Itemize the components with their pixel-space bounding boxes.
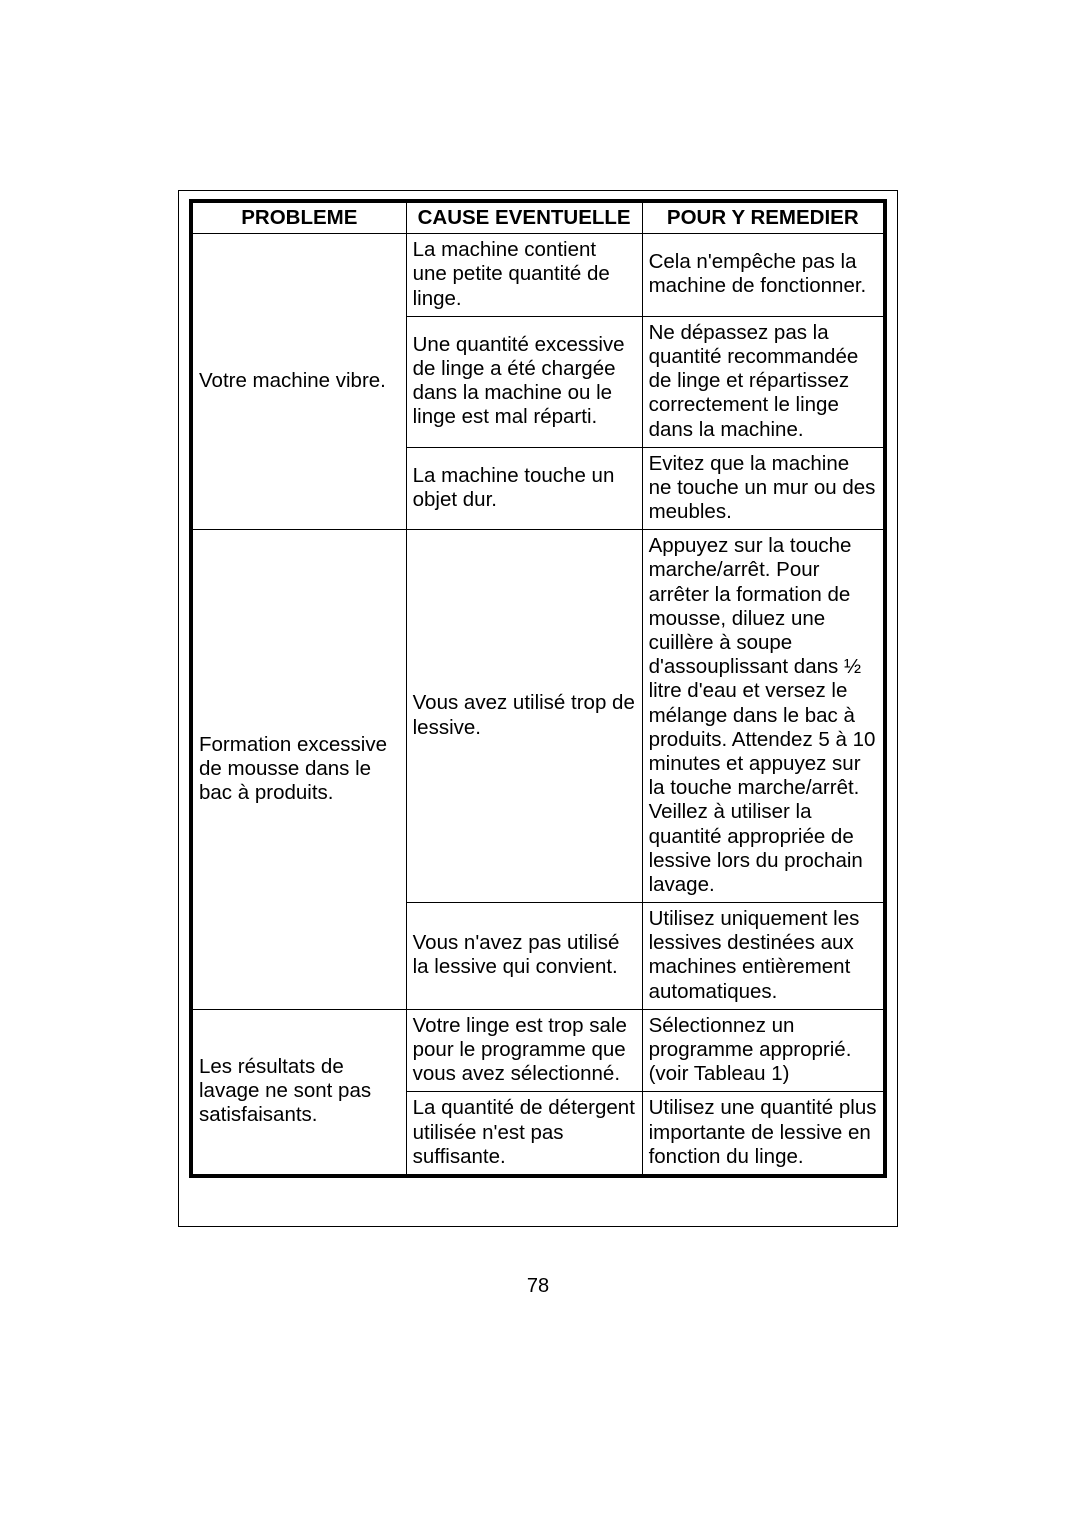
cell-remedy: Utilisez uniquement les lessives destiné… bbox=[642, 903, 885, 1010]
cell-cause: Vous n'avez pas utilisé la lessive qui c… bbox=[406, 903, 642, 1010]
cell-problem: Les résultats de lavage ne sont pas sati… bbox=[191, 1009, 406, 1176]
page-frame: PROBLEME CAUSE EVENTUELLE POUR Y REMEDIE… bbox=[178, 190, 898, 1227]
cell-remedy: Appuyez sur la touche marche/arrêt. Pour… bbox=[642, 530, 885, 903]
page-number-value: 78 bbox=[527, 1275, 549, 1297]
cell-cause: La machine touche un objet dur. bbox=[406, 447, 642, 530]
table-row: Les résultats de lavage ne sont pas sati… bbox=[191, 1009, 885, 1092]
header-cause: CAUSE EVENTUELLE bbox=[406, 201, 642, 234]
header-problem: PROBLEME bbox=[191, 201, 406, 234]
header-remedy: POUR Y REMEDIER bbox=[642, 201, 885, 234]
cell-remedy: Ne dépassez pas la quantité recommandée … bbox=[642, 316, 885, 447]
cell-cause: La machine contient une petite quantité … bbox=[406, 234, 642, 317]
cell-remedy: Sélectionnez un programme approprié. (vo… bbox=[642, 1009, 885, 1092]
page-number: 78 bbox=[178, 1275, 898, 1298]
cell-cause: Votre linge est trop sale pour le progra… bbox=[406, 1009, 642, 1092]
table-header-row: PROBLEME CAUSE EVENTUELLE POUR Y REMEDIE… bbox=[191, 201, 885, 234]
cell-cause: La quantité de détergent utilisée n'est … bbox=[406, 1092, 642, 1176]
table-row: Formation excessive de mousse dans le ba… bbox=[191, 530, 885, 903]
cell-remedy: Cela n'empêche pas la machine de fonctio… bbox=[642, 234, 885, 317]
table-row: Votre machine vibre.La machine contient … bbox=[191, 234, 885, 317]
cell-remedy: Utilisez une quantité plus importante de… bbox=[642, 1092, 885, 1176]
cell-problem: Formation excessive de mousse dans le ba… bbox=[191, 530, 406, 1010]
troubleshooting-table: PROBLEME CAUSE EVENTUELLE POUR Y REMEDIE… bbox=[189, 199, 887, 1178]
cell-problem: Votre machine vibre. bbox=[191, 234, 406, 530]
table-body: Votre machine vibre.La machine contient … bbox=[191, 234, 885, 1176]
cell-cause: Une quantité excessive de linge a été ch… bbox=[406, 316, 642, 447]
cell-cause: Vous avez utilisé trop de lessive. bbox=[406, 530, 642, 903]
cell-remedy: Evitez que la machine ne touche un mur o… bbox=[642, 447, 885, 530]
